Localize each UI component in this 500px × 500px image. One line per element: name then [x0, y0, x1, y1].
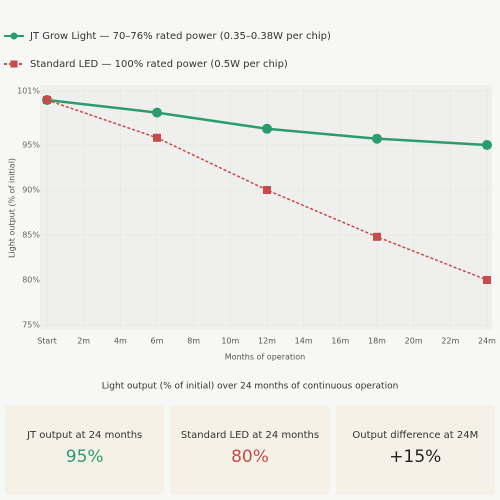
point [482, 140, 492, 150]
y-axis-label: Light output (% of initial) [8, 158, 17, 258]
x-tick-label: 14m [295, 337, 313, 346]
y-tick-label: 101% [17, 87, 40, 96]
stat-card: Standard LED at 24 months 80% [170, 405, 330, 495]
card-value: +15% [389, 447, 442, 467]
point [483, 276, 491, 284]
x-tick-label: 8m [187, 337, 200, 346]
x-tick-label: 24m [478, 337, 496, 346]
point [372, 133, 382, 144]
x-tick-label: 22m [441, 337, 459, 346]
x-tick-label: 4m [114, 337, 127, 346]
caption: Light output (% of initial) over 24 mont… [102, 382, 399, 392]
plot-area [40, 85, 492, 330]
y-tick-label: 95% [22, 141, 40, 150]
card-value: 95% [65, 447, 104, 467]
x-tick-label: 12m [258, 337, 276, 346]
stat-card: JT output at 24 months 95% [5, 405, 165, 495]
y-tick-label: 80% [22, 276, 40, 285]
point [43, 96, 51, 104]
legend-marker [10, 60, 18, 68]
x-axis-label: Months of operation [225, 353, 305, 362]
legend-label: JT Grow Light — 70–76% rated power (0.35… [29, 31, 331, 42]
x-tick-label: 20m [405, 337, 423, 346]
card-label: Output difference at 24M [352, 430, 479, 441]
stat-card: Output difference at 24M +15% [335, 405, 495, 495]
x-tick-label: 16m [331, 337, 349, 346]
x-tick-label: Start [37, 337, 57, 346]
series-line [46, 99, 488, 281]
card-value: 80% [231, 447, 269, 467]
y-tick-label: 90% [22, 186, 40, 195]
x-tick-label: 2m [77, 337, 90, 346]
point [153, 133, 161, 142]
x-tick-label: 6m [151, 337, 164, 346]
legend-marker [10, 32, 18, 40]
y-tick-label: 85% [22, 231, 40, 240]
card-label: Standard LED at 24 months [180, 430, 320, 441]
point [152, 107, 162, 118]
point [262, 123, 272, 134]
point [263, 186, 271, 194]
legend-label: Standard LED — 100% rated power (0.5W pe… [30, 59, 288, 70]
x-tick-label: 18m [368, 337, 386, 346]
chart: Months of operation Light output (% of i… [4, 31, 496, 392]
x-tick-label: 10m [221, 337, 239, 346]
card-label: JT output at 24 months [27, 430, 143, 441]
point [373, 232, 381, 241]
y-tick-label: 75% [22, 321, 40, 330]
cards: JT output at 24 months 95% Standard LED at… [5, 405, 495, 495]
